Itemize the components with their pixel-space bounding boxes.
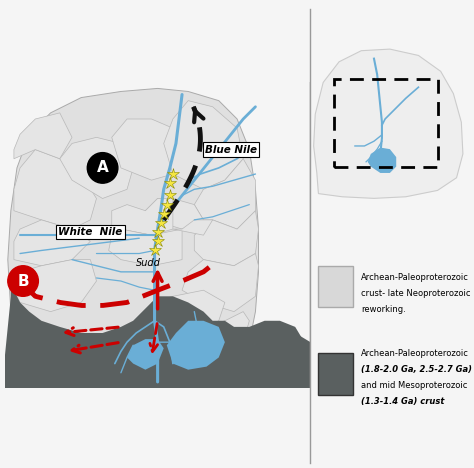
Text: Archean-Paleoproterozoic: Archean-Paleoproterozoic xyxy=(361,349,469,358)
Text: Archean-Paleoproterozoic: Archean-Paleoproterozoic xyxy=(361,273,469,282)
Bar xyxy=(334,79,438,167)
Polygon shape xyxy=(314,49,463,198)
Text: reworking.: reworking. xyxy=(361,305,406,314)
Polygon shape xyxy=(164,101,243,190)
Text: A: A xyxy=(97,161,109,176)
Polygon shape xyxy=(173,220,213,235)
Polygon shape xyxy=(112,198,173,235)
Polygon shape xyxy=(5,272,310,388)
Bar xyxy=(319,353,353,395)
Polygon shape xyxy=(8,88,258,382)
Text: White  Nile: White Nile xyxy=(58,227,122,237)
Text: B: B xyxy=(17,273,29,289)
Bar xyxy=(319,266,353,307)
Circle shape xyxy=(87,153,118,183)
Polygon shape xyxy=(194,159,255,229)
Text: Sudd: Sudd xyxy=(136,258,161,268)
Polygon shape xyxy=(14,260,97,312)
Polygon shape xyxy=(14,220,91,266)
Polygon shape xyxy=(194,312,249,351)
Polygon shape xyxy=(152,290,225,333)
Polygon shape xyxy=(60,137,133,198)
Text: Blue Nile: Blue Nile xyxy=(205,145,257,154)
Polygon shape xyxy=(194,211,258,266)
Polygon shape xyxy=(368,147,396,173)
Polygon shape xyxy=(203,327,310,388)
Polygon shape xyxy=(146,198,203,229)
Polygon shape xyxy=(109,229,182,266)
Text: (1.3-1.4 Ga) crust: (1.3-1.4 Ga) crust xyxy=(361,397,445,406)
Text: crust- late Neoproterozoic: crust- late Neoproterozoic xyxy=(361,289,471,298)
Polygon shape xyxy=(182,254,258,312)
Circle shape xyxy=(8,266,38,296)
Polygon shape xyxy=(14,113,72,159)
Polygon shape xyxy=(167,321,225,370)
Text: (1.8-2.0 Ga, 2.5-2.7 Ga): (1.8-2.0 Ga, 2.5-2.7 Ga) xyxy=(361,365,472,374)
Polygon shape xyxy=(112,119,182,180)
Text: and mid Mesoproterozoic: and mid Mesoproterozoic xyxy=(361,381,468,390)
Polygon shape xyxy=(5,82,310,388)
Polygon shape xyxy=(14,150,97,229)
Polygon shape xyxy=(127,339,164,370)
